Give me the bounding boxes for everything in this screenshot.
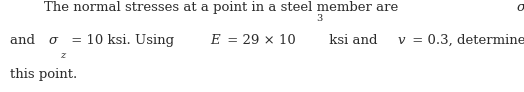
Text: z: z — [60, 51, 65, 60]
Text: = 0.3, determine the normal strains at: = 0.3, determine the normal strains at — [408, 34, 524, 47]
Text: σ: σ — [48, 34, 57, 47]
Text: and: and — [10, 34, 40, 47]
Text: 3: 3 — [316, 14, 323, 23]
Text: this point.: this point. — [10, 68, 78, 81]
Text: v: v — [398, 34, 406, 47]
Text: ksi and: ksi and — [325, 34, 381, 47]
Text: E: E — [210, 34, 220, 47]
Text: = 29 × 10: = 29 × 10 — [223, 34, 296, 47]
Text: The normal stresses at a point in a steel member are: The normal stresses at a point in a stee… — [10, 1, 403, 14]
Text: = 10 ksi. Using: = 10 ksi. Using — [67, 34, 178, 47]
Text: σ: σ — [517, 1, 524, 14]
